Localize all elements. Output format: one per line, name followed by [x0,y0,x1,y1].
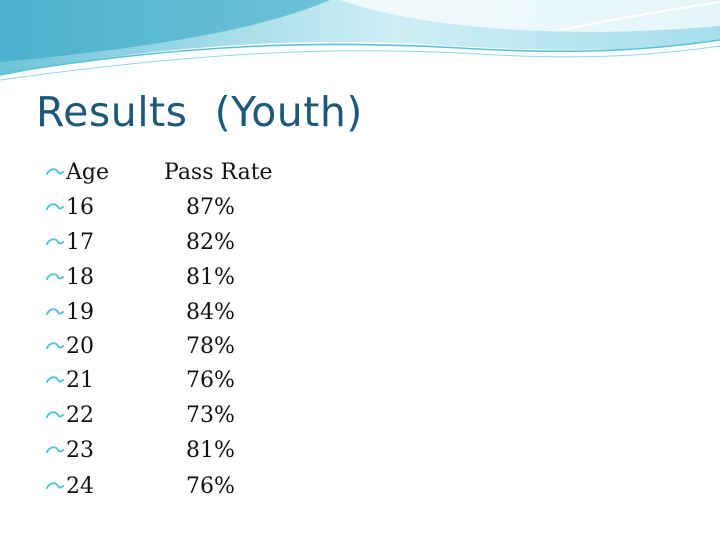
curl-bullet-icon [46,482,64,489]
result-row: 19 84% [46,298,346,328]
result-row: 24 76% [46,472,346,502]
pass-rate-value: 76% [186,368,235,393]
result-row: 23 81% [46,436,346,466]
header-wave-decoration [0,0,720,81]
result-row: 21 76% [46,366,346,396]
result-row: 16 87% [46,193,346,223]
pass-rate-value: 87% [186,195,235,220]
curl-bullet-icon [46,168,64,175]
pass-rate-value: 73% [186,403,235,428]
curl-bullet-icon [46,273,64,280]
curl-bullet-icon [46,342,64,349]
pass-rate-value: 78% [186,334,235,359]
age-value: 21 [66,368,94,393]
age-value: 19 [66,300,94,325]
result-row: 18 81% [46,263,346,293]
pass-rate-value: 76% [186,474,235,499]
pass-rate-value: 81% [186,265,235,290]
result-row: 22 73% [46,401,346,431]
age-value: 18 [66,265,94,290]
curl-bullet-icon [46,308,64,315]
curl-bullet-icon [46,411,64,418]
curl-bullet-icon [46,446,64,453]
result-row: 17 82% [46,228,346,258]
curl-bullet-icon [46,203,64,210]
age-value: 22 [66,403,94,428]
pass-rate-value: 82% [186,230,235,255]
result-row: 20 78% [46,332,346,362]
age-value: 24 [66,474,94,499]
curl-bullet-icon [46,376,64,383]
curl-bullet-icon [46,238,64,245]
pass-rate-value: 84% [186,300,235,325]
pass-rate-value: 81% [186,438,235,463]
pass-rate-header: Pass Rate [164,160,273,185]
age-value: 17 [66,230,94,255]
age-value: 23 [66,438,94,463]
age-value: 20 [66,334,94,359]
slide-title: Results (Youth) [36,88,363,136]
header-row: Age Pass Rate [46,158,346,188]
age-header: Age [66,160,109,185]
age-value: 16 [66,195,94,220]
